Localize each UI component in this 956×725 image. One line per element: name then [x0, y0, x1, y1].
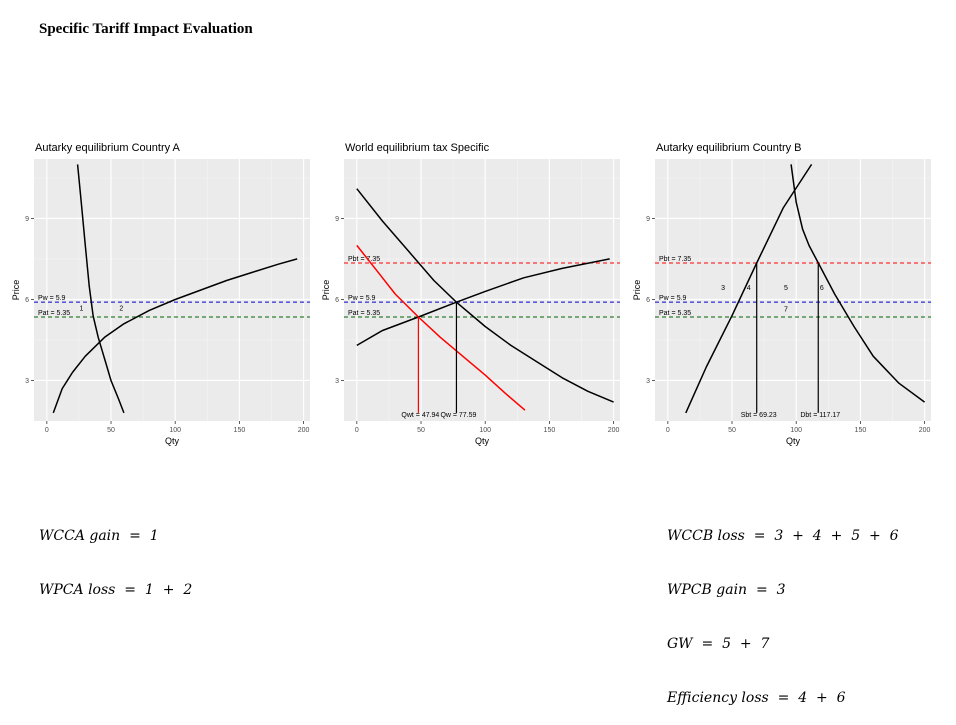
x-axis-label: Qty	[786, 436, 801, 446]
region-label: 2	[119, 305, 123, 312]
region-label: 6	[820, 285, 824, 292]
plot-panel	[34, 159, 310, 421]
equation-efficiency: Efficiency loss = 4 + 6	[667, 690, 846, 706]
x-tick-label: 200	[919, 427, 931, 434]
y-axis-label: Price	[11, 280, 21, 301]
plot-panel	[344, 159, 620, 421]
curve-1	[790, 164, 926, 403]
region-label: 1	[80, 305, 84, 312]
vline-label: Qw = 77.59	[440, 412, 476, 419]
chart-title-world: World equilibrium tax Specific	[345, 142, 490, 154]
hline-label: Pbt = 7.35	[659, 256, 691, 263]
x-tick-label: 200	[298, 427, 310, 434]
page-title: Specific Tariff Impact Evaluation	[39, 21, 253, 37]
x-tick-label: 150	[234, 427, 246, 434]
region-label: 3	[721, 285, 725, 292]
region-label: 5	[784, 285, 788, 292]
equation-wcca: WCCA gain = 1	[39, 528, 159, 544]
x-tick-label: 150	[855, 427, 867, 434]
hline-label: Pat = 5.35	[348, 310, 380, 317]
x-tick-label: 150	[544, 427, 556, 434]
hline-label: Pw = 5.9	[348, 295, 376, 302]
chart-title-country-b: Autarky equilibrium Country B	[656, 142, 802, 154]
y-axis-label: Price	[632, 280, 642, 301]
chart-country-b: 0 50 100 150 200 3 6 9 Qty Price Pbt = 7.35 Pw = 5.…	[632, 159, 931, 446]
y-tick-label: 6	[335, 297, 339, 304]
y-tick-label: 6	[646, 297, 650, 304]
curve-0	[76, 164, 125, 414]
equations-right: WCCB loss = 3 + 4 + 5 + 6 WPCB gain = 3 …	[667, 491, 899, 725]
hline-label: Pat = 5.35	[659, 310, 691, 317]
y-tick-label: 3	[25, 378, 29, 385]
equations-left: WCCA gain = 1 WPCA loss = 1 + 2	[39, 491, 192, 617]
curve-1	[52, 258, 298, 414]
curve-0	[356, 188, 614, 403]
x-tick-label: 100	[790, 427, 802, 434]
y-axis-label: Price	[321, 280, 331, 301]
curve-1	[356, 258, 610, 347]
chart-country-a: 0 50 100 150 200 3 6 9 Qty Price Pw = 5.9 Pat = 5.3…	[11, 159, 310, 446]
x-axis-label: Qty	[475, 436, 490, 446]
x-tick-label: 50	[417, 427, 425, 434]
chart-world: 0 50 100 150 200 3 6 9 Qty Price Pbt = 7.35 Pw = 5.…	[321, 159, 620, 446]
hline-label: Pat = 5.35	[38, 310, 70, 317]
equation-wccb: WCCB loss = 3 + 4 + 5 + 6	[667, 528, 899, 544]
x-tick-label: 100	[169, 427, 181, 434]
y-tick-label: 9	[646, 216, 650, 223]
curve-2	[356, 244, 526, 411]
y-tick-label: 3	[646, 378, 650, 385]
hline-label: Pw = 5.9	[659, 295, 687, 302]
x-tick-label: 0	[355, 427, 359, 434]
x-tick-label: 100	[479, 427, 491, 434]
x-tick-label: 50	[728, 427, 736, 434]
equation-gw: GW = 5 + 7	[667, 636, 770, 652]
y-tick-label: 3	[335, 378, 339, 385]
y-tick-label: 9	[335, 216, 339, 223]
x-tick-label: 200	[608, 427, 620, 434]
x-tick-label: 50	[107, 427, 115, 434]
vline-label: Sbt = 69.23	[741, 412, 777, 419]
curve-0	[685, 163, 813, 414]
x-tick-label: 0	[666, 427, 670, 434]
chart-title-country-a: Autarky equilibrium Country A	[35, 142, 180, 154]
vline-label: Dbt = 117.17	[800, 412, 840, 419]
x-axis-label: Qty	[165, 436, 180, 446]
x-tick-label: 0	[45, 427, 49, 434]
region-label: 7	[784, 307, 788, 314]
hline-label: Pw = 5.9	[38, 295, 66, 302]
hline-label: Pbt = 7.35	[348, 256, 380, 263]
region-label: 4	[747, 285, 751, 292]
plot-panel	[655, 159, 931, 421]
vline-label: Qwt = 47.94	[401, 412, 439, 419]
y-tick-label: 9	[25, 216, 29, 223]
y-tick-label: 6	[25, 297, 29, 304]
